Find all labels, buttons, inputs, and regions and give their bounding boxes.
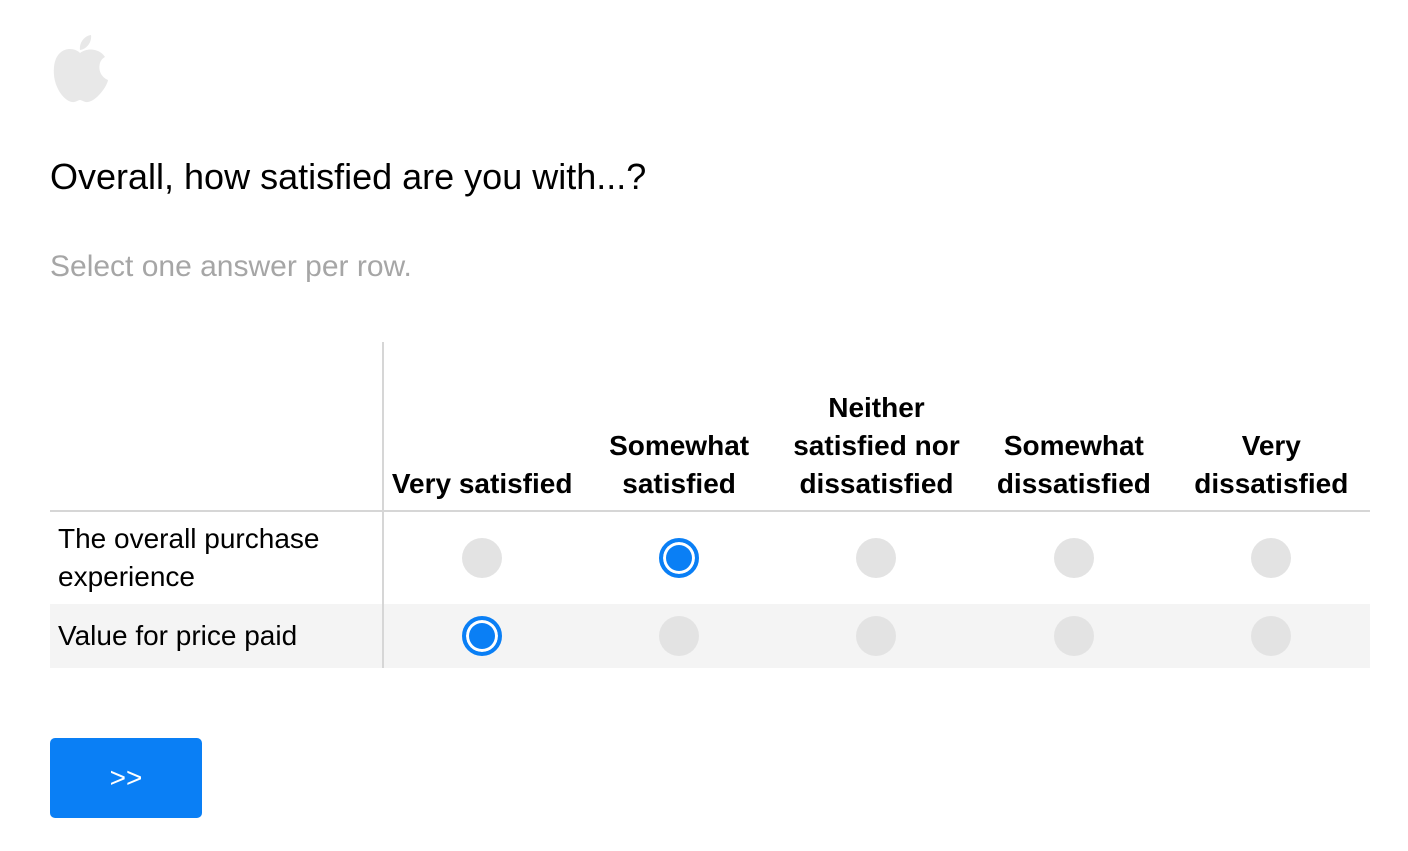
radio-value-somewhat-dissatisfied[interactable]	[1053, 616, 1094, 656]
matrix-row-purchase-experience: The overall purchase experience	[50, 511, 1370, 604]
radio-purchase-somewhat-dissatisfied[interactable]	[1053, 538, 1094, 578]
matrix-row-value-for-price: Value for price paid	[50, 604, 1370, 668]
radio-purchase-very-satisfied[interactable]	[462, 538, 503, 578]
radio-value-very-satisfied[interactable]	[462, 616, 503, 656]
satisfaction-matrix: Very satisfied Somewhat satisfied Neithe…	[50, 342, 1370, 668]
row-label-purchase-experience: The overall purchase experience	[50, 511, 384, 604]
matrix-header-row: Very satisfied Somewhat satisfied Neithe…	[50, 342, 1370, 512]
question-title: Overall, how satisfied are you with...?	[50, 156, 647, 197]
row-label-value-for-price: Value for price paid	[50, 604, 384, 668]
question-instruction: Select one answer per row.	[50, 250, 412, 283]
column-header-somewhat-satisfied: Somewhat satisfied	[580, 342, 778, 512]
radio-value-somewhat-satisfied[interactable]	[659, 616, 700, 656]
column-header-very-dissatisfied: Very dissatisfied	[1172, 342, 1370, 512]
radio-value-very-dissatisfied[interactable]	[1251, 616, 1292, 656]
radio-purchase-very-dissatisfied[interactable]	[1251, 538, 1292, 578]
column-header-very-satisfied: Very satisfied	[383, 342, 581, 512]
radio-purchase-somewhat-satisfied[interactable]	[659, 538, 700, 578]
matrix-corner-cell	[50, 342, 384, 512]
next-button[interactable]: >>	[50, 738, 202, 818]
column-header-neither: Neither satisfied nor dissatisfied	[777, 342, 976, 512]
radio-purchase-neither[interactable]	[856, 538, 897, 578]
column-header-somewhat-dissatisfied: Somewhat dissatisfied	[975, 342, 1173, 512]
radio-value-neither[interactable]	[856, 616, 897, 656]
apple-logo-icon	[53, 35, 108, 103]
